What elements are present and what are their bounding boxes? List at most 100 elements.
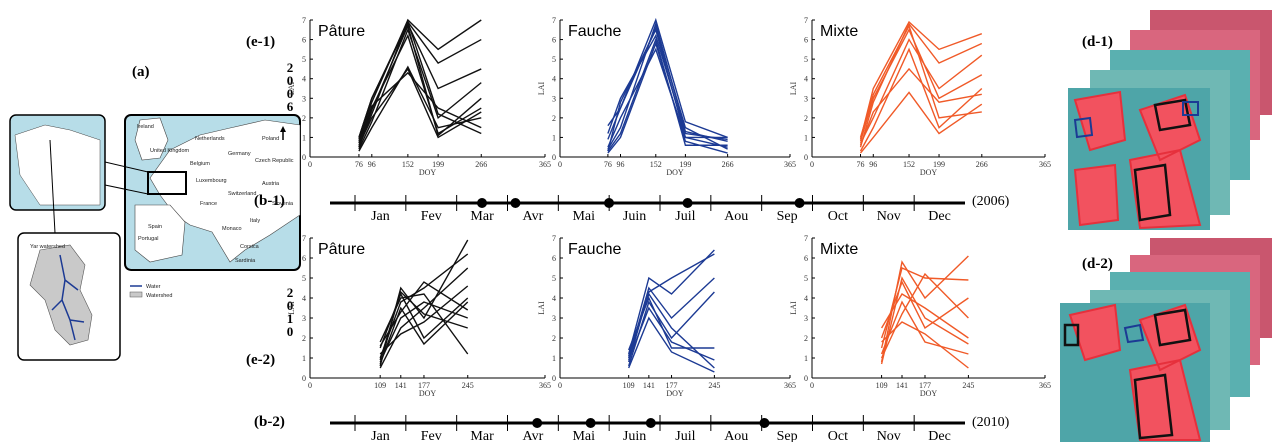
x-tick-label: 96 xyxy=(368,160,376,169)
panel-label: (e-2) xyxy=(246,352,275,368)
month-label: Fev xyxy=(421,429,442,442)
x-tick-label: 199 xyxy=(432,160,444,169)
x-axis-label: DOY xyxy=(419,168,437,177)
y-tick-label: 1 xyxy=(552,133,556,142)
month-label: Aou xyxy=(724,429,748,442)
y-tick-label: 4 xyxy=(302,294,306,303)
x-tick-label: 199 xyxy=(933,160,945,169)
x-tick-label: 245 xyxy=(708,381,720,390)
acquisition-date xyxy=(794,198,805,208)
x-tick-label: 152 xyxy=(402,160,414,169)
series-line xyxy=(880,276,969,365)
x-axis-label: DOY xyxy=(419,389,437,398)
series-line xyxy=(358,27,482,150)
series-line xyxy=(379,285,469,355)
acquisition-date xyxy=(645,418,656,428)
y-tick-label: 6 xyxy=(804,36,808,45)
month-label: Dec xyxy=(928,429,951,442)
panel-label: (e-1) xyxy=(246,34,275,50)
series-line xyxy=(859,20,983,140)
series-line xyxy=(881,321,969,369)
y-axis-label: LAI xyxy=(287,82,296,96)
month-label: Mar xyxy=(470,209,494,224)
series-line xyxy=(358,22,482,138)
x-tick-label: 365 xyxy=(784,160,796,169)
series-line xyxy=(880,293,969,339)
image-stack-2 xyxy=(1060,238,1272,442)
map-label: Yar watershed xyxy=(30,244,65,250)
x-tick-label: 177 xyxy=(666,381,678,390)
y-tick-label: 2 xyxy=(804,334,808,343)
chart-title: Mixte xyxy=(820,23,858,40)
x-tick-label: 177 xyxy=(418,381,430,390)
y-tick-label: 0 xyxy=(804,374,808,383)
map-label: Slovenia xyxy=(272,201,294,207)
y-tick-label: 5 xyxy=(302,274,306,283)
x-tick-label: 266 xyxy=(475,160,487,169)
y-tick-label: 7 xyxy=(804,234,808,243)
y-tick-label: 0 xyxy=(552,153,556,162)
y-tick-label: 3 xyxy=(302,314,306,323)
y-axis-label: LAI xyxy=(789,82,798,96)
month-label: Sep xyxy=(777,209,798,224)
legend-label: Water xyxy=(146,284,161,290)
y-tick-label: 6 xyxy=(552,36,556,45)
map xyxy=(9,114,301,361)
series-line xyxy=(379,301,468,363)
panel-label: (b-2) xyxy=(254,414,285,430)
y-tick-label: 7 xyxy=(552,234,556,243)
series-line xyxy=(859,47,983,152)
series-line xyxy=(607,37,728,152)
y-tick-label: 7 xyxy=(552,16,556,25)
x-axis-label: DOY xyxy=(666,168,684,177)
x-tick-label: 177 xyxy=(919,381,931,390)
y-tick-label: 5 xyxy=(552,55,556,64)
series-line xyxy=(379,290,468,361)
map-label: Ireland xyxy=(137,124,154,130)
y-axis-label: LAI xyxy=(537,82,546,96)
x-tick-label: 199 xyxy=(679,160,691,169)
x-tick-label: 76 xyxy=(355,160,363,169)
x-tick-label: 141 xyxy=(643,381,655,390)
x-tick-label: 109 xyxy=(876,381,888,390)
map-label: Monaco xyxy=(222,226,242,232)
y-tick-label: 2 xyxy=(552,334,556,343)
chart-title: Pâture xyxy=(318,241,365,258)
y-tick-label: 3 xyxy=(804,314,808,323)
y-tick-label: 2 xyxy=(302,114,306,123)
map-label: Austria xyxy=(262,181,280,187)
month-label: Mai xyxy=(572,209,595,224)
series-line xyxy=(859,24,982,138)
series-line xyxy=(358,67,482,146)
series-line xyxy=(859,67,982,146)
month-label: Mai xyxy=(572,429,595,442)
map-label: Switzerland xyxy=(228,191,256,197)
x-tick-label: 365 xyxy=(784,381,796,390)
panel-label: (d-1) xyxy=(1082,34,1113,50)
month-label: Oct xyxy=(828,209,848,224)
y-tick-label: 4 xyxy=(552,75,556,84)
series-line xyxy=(379,239,469,367)
series-line xyxy=(859,22,983,148)
series-line xyxy=(628,249,715,355)
year-vertical: 2006 xyxy=(283,60,298,112)
x-tick-label: 76 xyxy=(604,160,612,169)
y-tick-label: 2 xyxy=(302,334,306,343)
y-axis-label: LAI xyxy=(537,301,546,315)
acquisition-date xyxy=(477,198,488,208)
x-tick-label: 365 xyxy=(539,381,551,390)
x-tick-label: 152 xyxy=(903,160,915,169)
y-tick-label: 1 xyxy=(804,354,808,363)
x-tick-label: 365 xyxy=(539,160,551,169)
y-axis-label: LAI xyxy=(287,301,296,315)
series-line xyxy=(859,91,983,154)
series-line xyxy=(358,20,482,138)
series-line xyxy=(628,292,715,369)
x-tick-label: 0 xyxy=(308,160,312,169)
y-tick-label: 1 xyxy=(804,133,808,142)
y-tick-label: 7 xyxy=(302,16,306,25)
map-label: Netherlands xyxy=(195,136,225,142)
y-tick-label: 1 xyxy=(302,354,306,363)
map-label: Poland xyxy=(262,136,279,142)
y-tick-label: 6 xyxy=(552,254,556,263)
